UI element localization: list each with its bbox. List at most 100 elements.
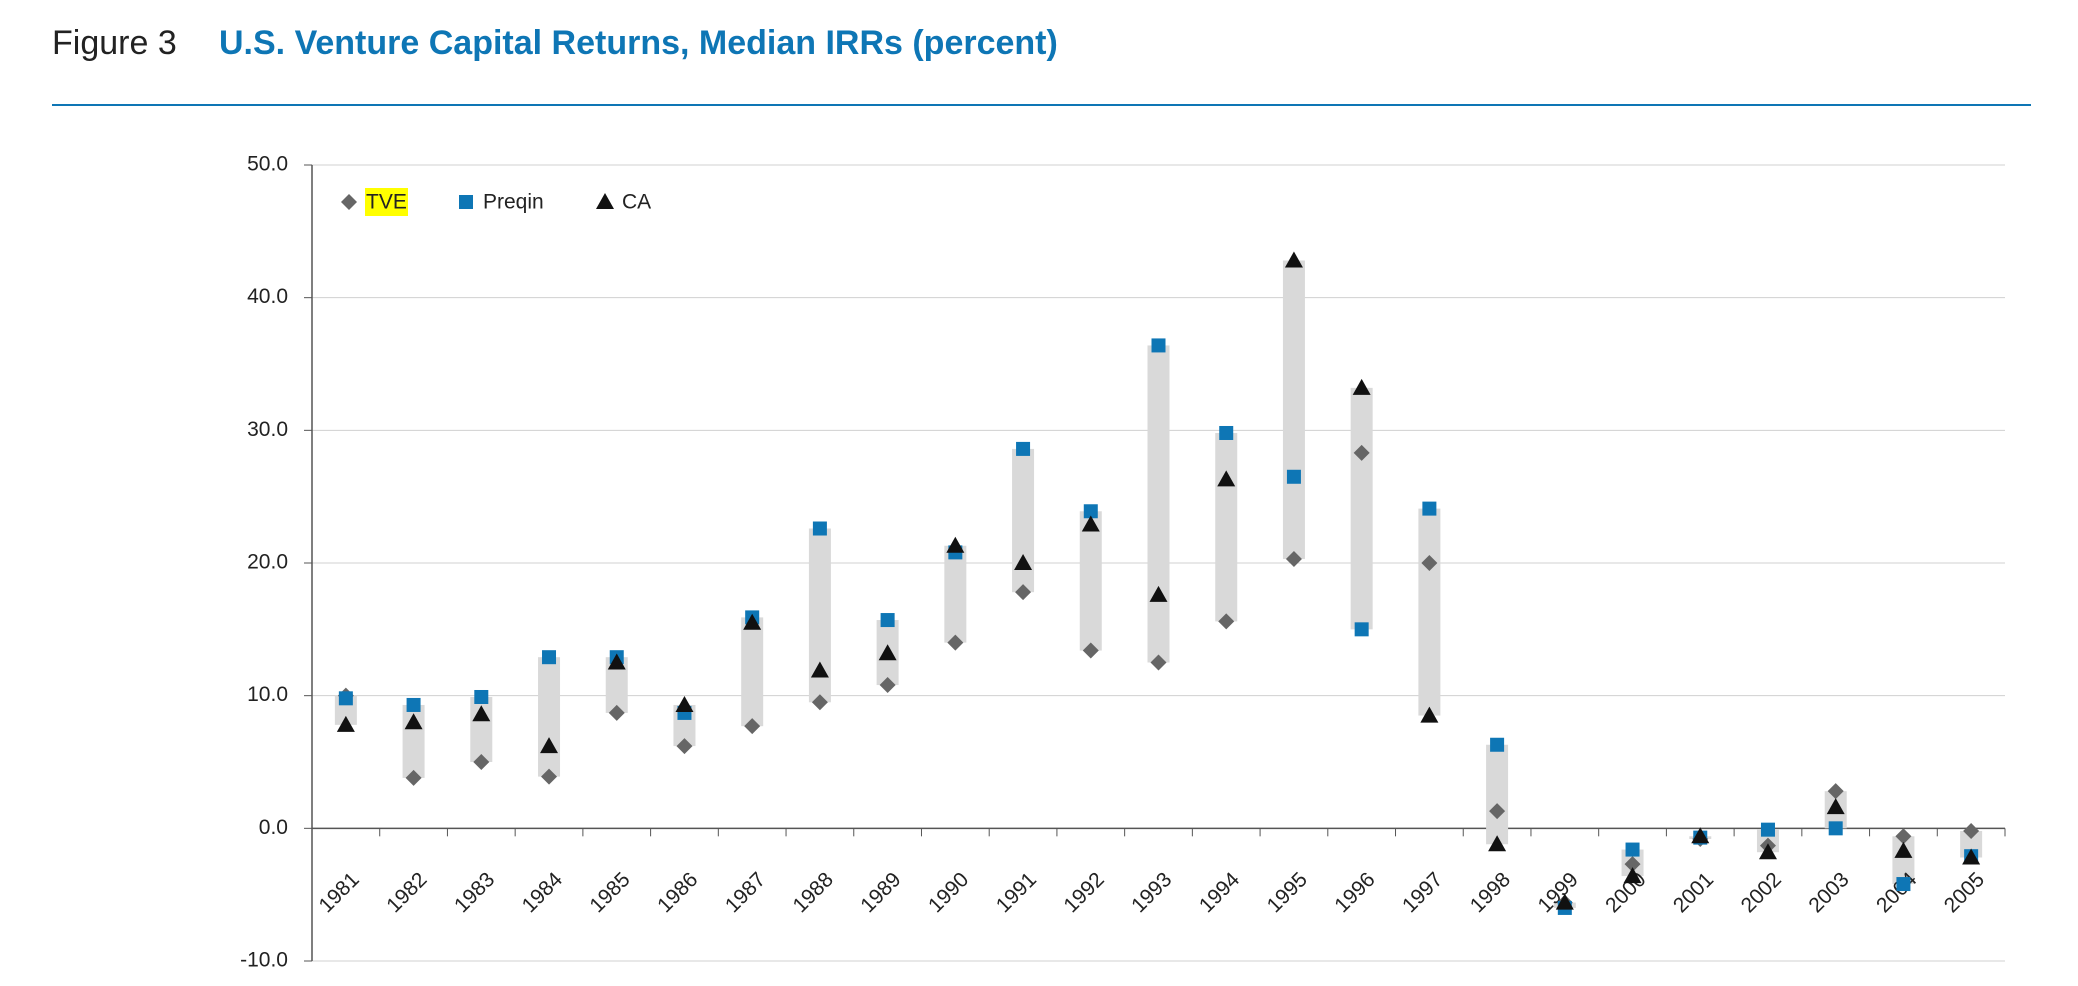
range-bar xyxy=(944,545,967,643)
x-tick-label: 2003 xyxy=(1804,868,1853,917)
data-point xyxy=(1082,642,1099,659)
x-tick-label: 1989 xyxy=(856,868,905,917)
range-bar xyxy=(1079,511,1102,651)
data-point xyxy=(404,713,423,730)
x-tick-label: 1985 xyxy=(585,868,634,917)
x-tick-label: 1996 xyxy=(1330,868,1379,917)
data-point xyxy=(880,613,895,628)
data-point xyxy=(1015,584,1032,601)
legend-label: CA xyxy=(622,191,651,214)
data-point xyxy=(1352,378,1371,395)
data-point xyxy=(1827,783,1844,800)
data-point xyxy=(1421,555,1438,571)
figure-label: Figure 3 xyxy=(52,24,177,62)
data-point xyxy=(743,613,762,630)
range-bar xyxy=(470,696,493,762)
data-point xyxy=(540,737,559,754)
x-tick-label: 1983 xyxy=(450,868,499,917)
x-tick-label: 2001 xyxy=(1669,868,1718,917)
data-point xyxy=(1151,338,1166,353)
data-point xyxy=(338,691,353,706)
data-point xyxy=(1284,251,1303,268)
data-point xyxy=(1624,856,1641,873)
data-point xyxy=(1963,822,1980,839)
data-point xyxy=(1219,425,1234,440)
data-point xyxy=(1218,613,1235,630)
data-point xyxy=(1489,803,1506,820)
legend-marker xyxy=(459,195,473,209)
range-bar xyxy=(1147,345,1170,663)
range-bar xyxy=(808,528,831,703)
range-bar xyxy=(1215,432,1238,622)
data-point xyxy=(473,754,490,770)
data-point xyxy=(1016,441,1031,456)
data-point xyxy=(1353,444,1370,461)
legend-marker xyxy=(341,194,357,210)
x-tick-label: 1982 xyxy=(382,868,431,917)
data-point xyxy=(1422,501,1437,516)
range-bar xyxy=(1282,260,1305,560)
range-bar xyxy=(1892,836,1915,885)
y-tick-label: 40.0 xyxy=(247,285,288,308)
data-point xyxy=(1555,893,1574,910)
x-tick-label: 1984 xyxy=(518,868,568,918)
x-tick-label: 2005 xyxy=(1940,868,1989,917)
legend-label: Preqin xyxy=(483,191,544,214)
data-point xyxy=(542,650,557,665)
data-point xyxy=(1625,842,1640,857)
data-point xyxy=(1420,706,1439,723)
x-tick-label: 1988 xyxy=(789,868,838,917)
range-bar xyxy=(1350,387,1373,630)
data-point xyxy=(1150,654,1167,671)
x-tick-label: 1990 xyxy=(924,868,973,917)
data-point xyxy=(1895,828,1912,845)
data-point xyxy=(946,536,965,553)
y-tick-label: 0.0 xyxy=(259,816,288,839)
range-bar xyxy=(605,657,628,713)
data-point xyxy=(474,689,489,704)
x-tick-label: 1987 xyxy=(721,868,770,917)
x-tick-label: 2002 xyxy=(1737,868,1786,917)
data-point xyxy=(541,768,558,785)
x-tick-label: 1998 xyxy=(1466,868,1515,917)
data-point xyxy=(1894,841,1913,858)
data-point xyxy=(1896,877,1911,892)
data-point xyxy=(1083,504,1098,519)
legend-highlight xyxy=(365,188,408,216)
legend-label: TVE xyxy=(366,191,407,214)
chart-title: U.S. Venture Capital Returns, Median IRR… xyxy=(219,24,1058,62)
data-point xyxy=(1217,470,1236,487)
x-tick-label: 1991 xyxy=(992,868,1041,917)
data-point xyxy=(406,697,421,712)
range-bar xyxy=(1486,744,1509,845)
data-point xyxy=(744,718,761,735)
data-point xyxy=(1962,848,1981,865)
data-point xyxy=(878,644,897,661)
data-point xyxy=(1081,515,1100,532)
data-point xyxy=(1758,843,1777,860)
data-point xyxy=(1691,827,1710,844)
legend-marker xyxy=(596,193,614,209)
data-point xyxy=(1149,585,1168,602)
y-tick-label: 20.0 xyxy=(247,551,288,574)
data-point xyxy=(1488,835,1507,852)
y-tick-label: 30.0 xyxy=(247,418,288,441)
data-point xyxy=(676,738,693,755)
x-tick-label: 1992 xyxy=(1059,868,1108,917)
data-point xyxy=(811,694,828,711)
data-point xyxy=(405,769,422,786)
y-tick-label: 50.0 xyxy=(247,153,288,176)
data-point xyxy=(879,677,896,694)
data-point xyxy=(1286,469,1301,484)
data-point xyxy=(1760,822,1775,837)
x-tick-label: 1994 xyxy=(1195,868,1245,918)
data-point xyxy=(810,661,829,678)
data-point xyxy=(336,715,355,732)
data-point xyxy=(812,521,827,536)
data-point xyxy=(1623,867,1642,884)
data-point xyxy=(1828,821,1843,836)
range-bar xyxy=(1012,448,1035,593)
data-point xyxy=(472,705,491,722)
y-tick-label: -10.0 xyxy=(240,949,288,972)
